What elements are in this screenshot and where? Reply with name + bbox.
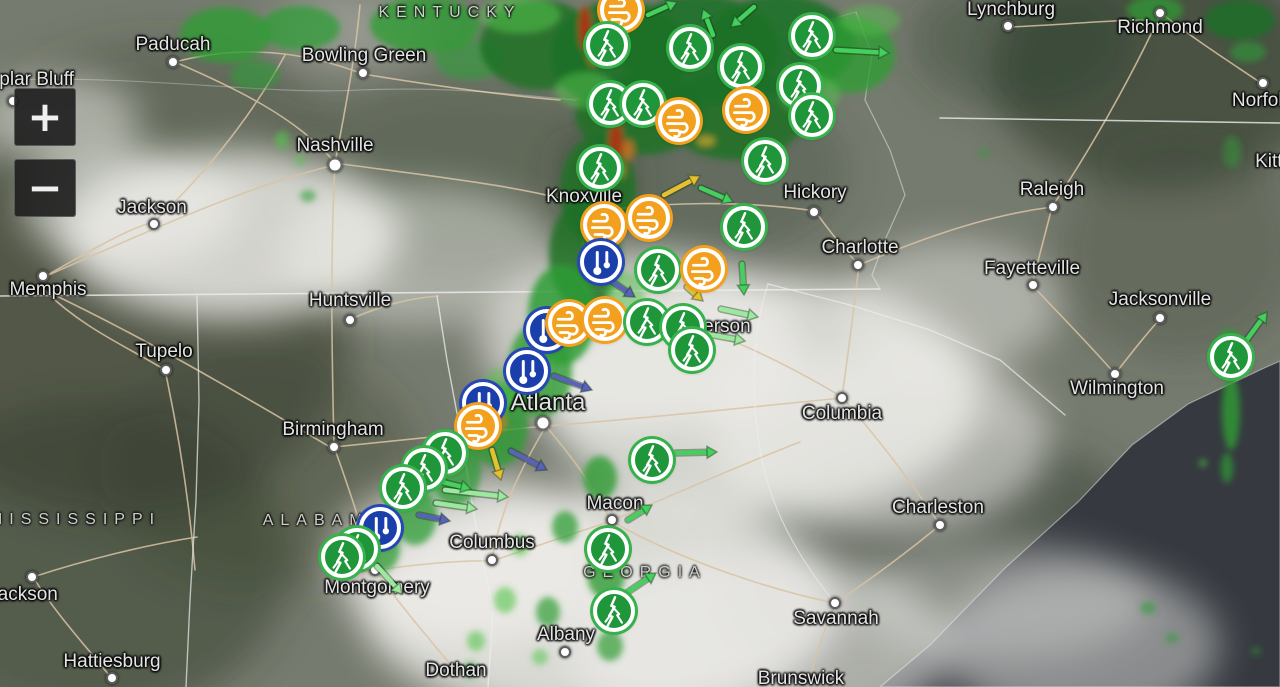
storm-report-icon-hail[interactable] <box>580 241 622 283</box>
tstorm-glyph-icon <box>680 33 699 65</box>
tstorm-glyph-icon <box>802 21 821 53</box>
storm-report-icon-tstorm[interactable] <box>382 467 424 509</box>
storm-report-icon-tstorm[interactable] <box>631 439 673 481</box>
storm-report-icon-tstorm[interactable] <box>723 206 765 248</box>
storm-report-icon-tstorm[interactable] <box>587 528 629 570</box>
storm-report-icon-wind[interactable] <box>725 89 767 131</box>
storm-report-icon-tstorm[interactable] <box>1210 336 1252 378</box>
storm-report-icon-wind[interactable] <box>583 204 625 246</box>
storm-report-icon-tstorm[interactable] <box>744 140 786 182</box>
hail-glyph-icon <box>519 359 536 385</box>
tstorm-glyph-icon <box>598 534 617 566</box>
storm-report-icon-wind[interactable] <box>457 405 499 447</box>
wind-glyph-icon <box>591 307 615 338</box>
storm-report-icon-tstorm[interactable] <box>637 249 679 291</box>
wind-glyph-icon <box>464 413 488 444</box>
storm-report-icon-wind[interactable] <box>683 248 725 290</box>
tstorm-glyph-icon <box>682 335 701 367</box>
zoom-out-button[interactable]: − <box>14 159 76 217</box>
zoom-in-button[interactable]: + <box>14 88 76 146</box>
tstorm-glyph-icon <box>642 445 661 477</box>
storm-report-icon-tstorm[interactable] <box>321 536 363 578</box>
tstorm-glyph-icon <box>393 473 412 505</box>
storm-report-icon-tstorm[interactable] <box>626 301 668 343</box>
tstorm-glyph-icon <box>755 146 774 178</box>
tstorm-glyph-icon <box>332 542 351 574</box>
tstorm-glyph-icon <box>633 89 652 121</box>
storm-report-icon-tstorm[interactable] <box>791 15 833 57</box>
storm-report-icon-wind[interactable] <box>548 302 590 344</box>
tstorm-glyph-icon <box>597 30 616 62</box>
tstorm-glyph-icon <box>1221 342 1240 374</box>
wind-glyph-icon <box>732 97 756 128</box>
storm-report-icon-tstorm[interactable] <box>593 590 635 632</box>
wind-glyph-icon <box>590 212 614 243</box>
tstorm-glyph-icon <box>731 52 750 84</box>
tstorm-glyph-icon <box>600 89 619 121</box>
wind-glyph-icon <box>607 0 631 28</box>
wind-glyph-icon <box>690 256 714 287</box>
storm-report-icon-wind[interactable] <box>584 299 626 341</box>
storm-report-icon-tstorm[interactable] <box>669 27 711 69</box>
zoom-controls: + − <box>14 88 76 230</box>
wind-glyph-icon <box>555 310 579 341</box>
storm-report-icon-hail[interactable] <box>506 350 548 392</box>
tstorm-glyph-icon <box>790 71 809 103</box>
storm-report-icon-tstorm[interactable] <box>586 24 628 66</box>
tstorm-glyph-icon <box>734 212 753 244</box>
tstorm-glyph-icon <box>802 101 821 133</box>
storm-report-icon-tstorm[interactable] <box>671 329 713 371</box>
storm-report-icon-tstorm[interactable] <box>791 95 833 137</box>
tstorm-glyph-icon <box>637 307 656 339</box>
hail-glyph-icon <box>593 250 610 276</box>
wind-glyph-icon <box>635 205 659 236</box>
storm-report-icon-wind[interactable] <box>628 197 670 239</box>
storm-report-icon-tstorm[interactable] <box>622 83 664 125</box>
wind-glyph-icon <box>665 108 689 139</box>
tstorm-glyph-icon <box>604 596 623 628</box>
storm-report-icon-wind[interactable] <box>658 100 700 142</box>
storm-report-icon-tstorm[interactable] <box>579 147 621 189</box>
tstorm-glyph-icon <box>590 153 609 185</box>
storm-report-icon-tstorm[interactable] <box>720 46 762 88</box>
tstorm-glyph-icon <box>648 255 667 287</box>
